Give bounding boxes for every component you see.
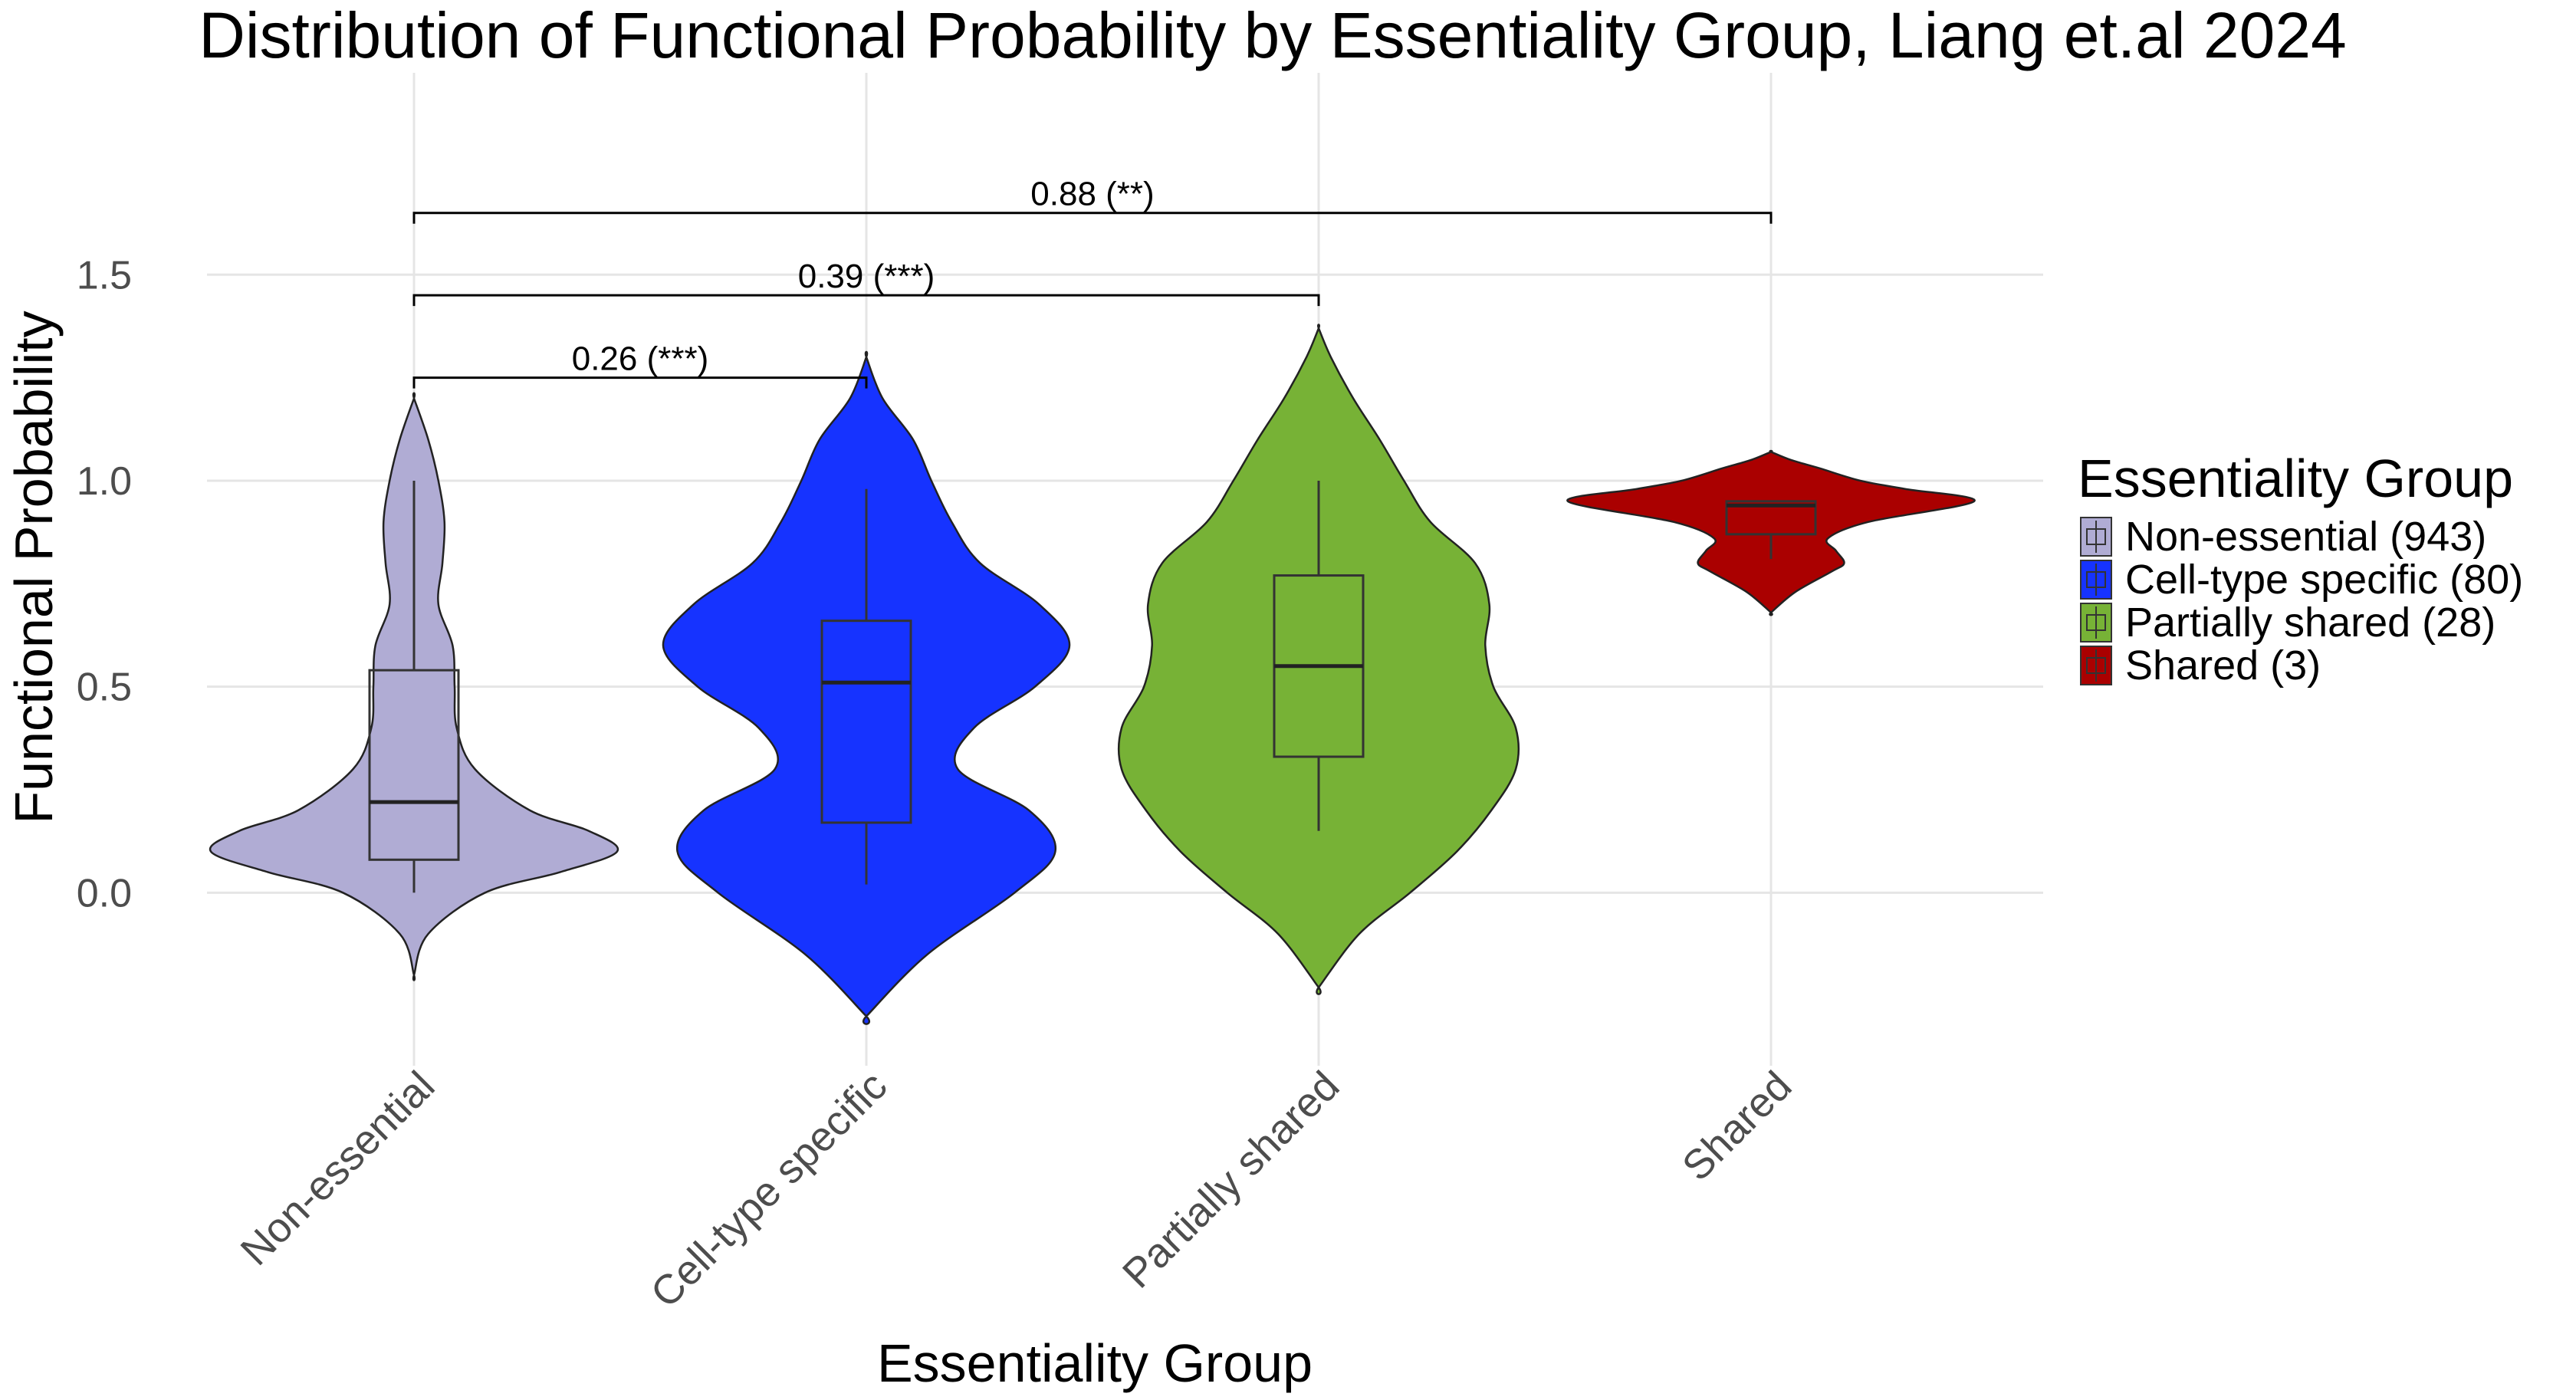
comparison-bracket: [412, 376, 868, 389]
x-tick-label: Non-essential: [232, 1063, 444, 1274]
box-non-essential: [368, 669, 460, 861]
x-axis-ticks: Non-essential Cell-type specific Partially…: [232, 1063, 1801, 1316]
comparison-bracket: [412, 294, 1320, 307]
legend-label: Cell-type specific (80): [2125, 557, 2523, 603]
box-shared: [1725, 500, 1817, 536]
box-cell-type-specific: [820, 619, 912, 824]
y-axis-title: Functional Probability: [4, 311, 64, 823]
comparison-label: 0.26 (***): [572, 340, 709, 378]
comparison-label: 0.88 (**): [1030, 176, 1154, 213]
legend-item: Cell-type specific (80): [2080, 557, 2523, 603]
chart-title: Distribution of Functional Probability b…: [199, 0, 2347, 71]
legend-item: Partially shared (28): [2080, 600, 2496, 646]
legend-label: Partially shared (28): [2125, 600, 2496, 646]
legend-label: Non-essential (943): [2125, 514, 2486, 560]
y-tick-label: 1.0: [77, 459, 132, 504]
violin-non-essential: [209, 392, 619, 981]
violins: [209, 324, 1976, 1025]
violin-cell-type-specific: [662, 350, 1071, 1025]
x-tick-label: Partially shared: [1114, 1063, 1349, 1297]
x-axis-title: Essentiality Group: [877, 1333, 1313, 1393]
legend-item: Non-essential (943): [2080, 514, 2486, 560]
x-tick-label: Shared: [1674, 1063, 1801, 1190]
x-tick-label: Cell-type specific: [642, 1063, 895, 1316]
y-tick-label: 0.0: [77, 871, 132, 915]
y-axis-ticks: 0.0 0.5 1.0 1.5: [77, 253, 132, 915]
comparison-bracket: [412, 212, 1773, 224]
violin-partially-shared: [1117, 324, 1520, 995]
violin-shared: [1566, 449, 1976, 616]
legend-item: Shared (3): [2080, 642, 2321, 688]
legend-title: Essentiality Group: [2078, 449, 2513, 508]
legend: Essentiality Group Non-essential (943)Ce…: [2078, 449, 2523, 688]
legend-label: Shared (3): [2125, 642, 2321, 688]
comparison-label: 0.39 (***): [798, 258, 935, 295]
y-tick-label: 1.5: [77, 253, 132, 297]
significance-annotations: 0.26 (***) 0.39 (***) 0.88 (**): [412, 176, 1773, 389]
y-tick-label: 0.5: [77, 665, 132, 710]
